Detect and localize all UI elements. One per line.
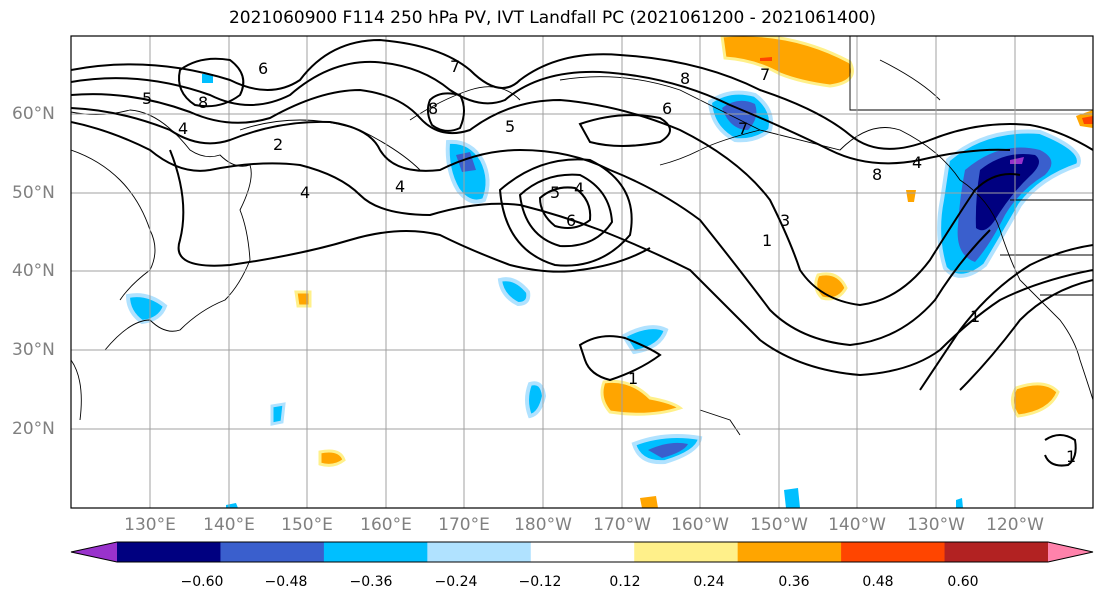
colorbar-tick-label: 0.36 — [778, 574, 810, 590]
colorbar-tick-label: −0.36 — [349, 574, 393, 590]
contour-label: 4 — [300, 183, 310, 202]
contour-label: 4 — [912, 153, 922, 172]
lon-label: 170°W — [593, 515, 651, 535]
lat-label: 30°N — [12, 340, 55, 360]
colorbar-segment — [634, 542, 739, 562]
lon-label: 160°E — [360, 515, 412, 535]
colorbar-segment — [323, 542, 428, 562]
contour-label: 5 — [142, 89, 152, 108]
contour-label: 1 — [970, 307, 980, 326]
colorbar-segment — [737, 542, 842, 562]
colorbar-tick-label: 0.48 — [862, 574, 894, 590]
lon-label: 130°W — [907, 515, 965, 535]
contour-label: 1 — [1066, 447, 1076, 466]
colorbar-segment — [427, 542, 532, 562]
lon-label: 180°W — [514, 515, 572, 535]
lat-label: 40°N — [12, 261, 55, 281]
colorbar-tick-label: 0.60 — [947, 574, 979, 590]
colorbar-segment — [944, 542, 1049, 562]
contour-label: 1 — [628, 369, 638, 388]
lon-label: 130°E — [124, 515, 176, 535]
contour-label: 4 — [395, 177, 405, 196]
lat-label: 60°N — [12, 104, 55, 124]
lon-label: 120°W — [986, 515, 1044, 535]
colorbar-extend-high — [1048, 542, 1093, 562]
contour-label: 8 — [198, 93, 208, 112]
colorbar-tick-label: −0.12 — [518, 574, 562, 590]
map-title: 2021060900 F114 250 hPa PV, IVT Landfall… — [228, 8, 876, 28]
contour-label: 7 — [738, 119, 748, 138]
colorbar-segment — [220, 542, 325, 562]
contour-label: 8 — [872, 165, 882, 184]
contour-label: 2 — [273, 135, 283, 154]
contour-label: 6 — [258, 59, 268, 78]
contour-label: 8 — [680, 69, 690, 88]
colorbar-segment — [117, 542, 221, 562]
colorbar-extend-low — [71, 542, 117, 562]
colorbar-segment — [530, 542, 635, 562]
map-frame — [70, 35, 1094, 509]
contour-label: 8 — [428, 99, 438, 118]
colorbar-outline — [70, 541, 1094, 563]
contour-label: 7 — [760, 65, 770, 84]
gridlines — [71, 36, 1093, 508]
lat-label: 50°N — [12, 183, 55, 203]
lon-label: 140°E — [203, 515, 255, 535]
contour-label: 3 — [780, 211, 790, 230]
colorbar-segment — [841, 542, 946, 562]
contour-label: 5 — [550, 183, 560, 202]
contour-label: 4 — [178, 119, 188, 138]
lon-label: 150°E — [281, 515, 333, 535]
lon-label: 170°E — [438, 515, 490, 535]
contour-labels: 5 6 8 7 8 4 2 4 4 5 5 4 6 8 6 7 7 1 3 8 … — [142, 57, 1076, 466]
colorbar-tick-label: −0.24 — [434, 574, 478, 590]
contour-label: 1 — [762, 231, 772, 250]
lon-label: 140°W — [828, 515, 886, 535]
lon-label: 150°W — [750, 515, 808, 535]
contour-label: 6 — [566, 211, 576, 230]
colorbar-tick-label: −0.60 — [180, 574, 224, 590]
pv-contours — [71, 38, 1093, 467]
colorbar — [70, 541, 1094, 563]
contour-label: 5 — [505, 117, 515, 136]
contour-label: 7 — [450, 57, 460, 76]
lon-label: 160°W — [671, 515, 729, 535]
colorbar-tick-label: 0.24 — [693, 574, 725, 590]
lat-label: 20°N — [12, 419, 55, 439]
contour-label: 6 — [662, 99, 672, 118]
colorbar-tick-label: 0.12 — [609, 574, 641, 590]
contour-label: 4 — [574, 179, 584, 198]
colorbar-tick-label: −0.48 — [264, 574, 308, 590]
